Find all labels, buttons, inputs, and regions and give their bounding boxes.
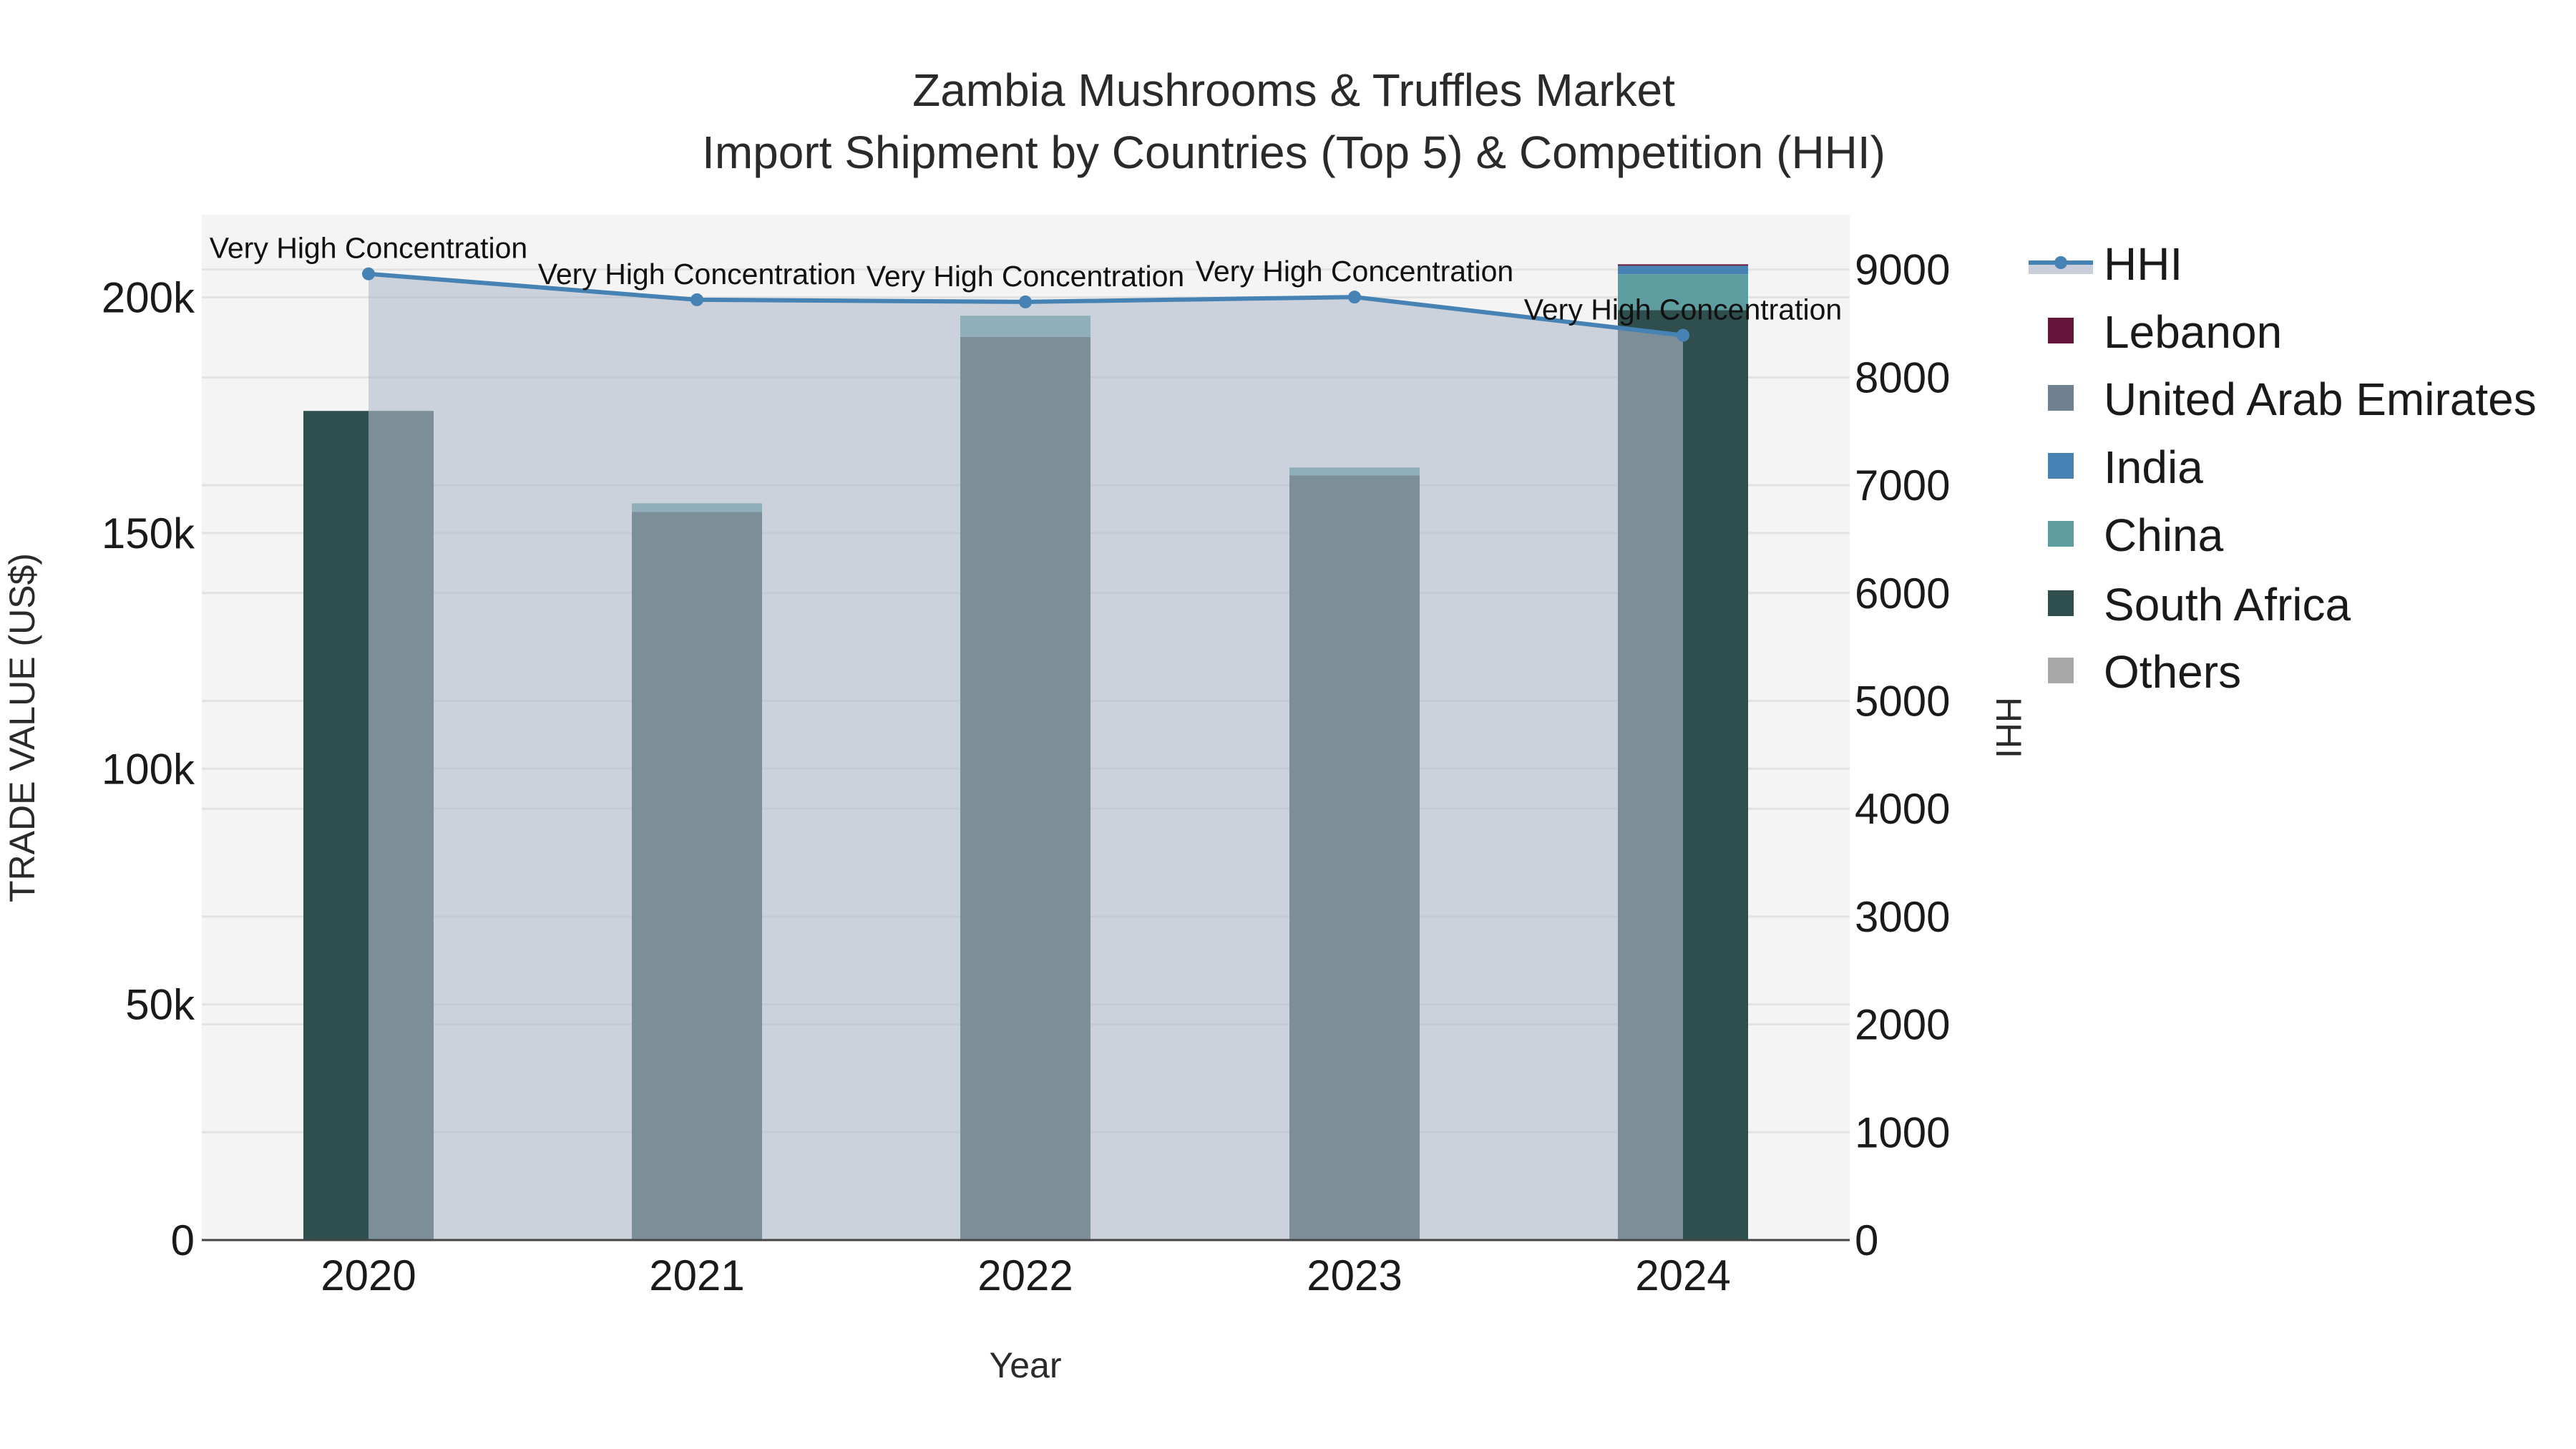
- y-right-axis-ticks: 0 1000 2000 3000 4000 5000 6000 7000 8000 9000: [1855, 246, 1950, 1264]
- legend-swatch-icon: [2048, 590, 2074, 616]
- x-tick-label: 2023: [1307, 1252, 1402, 1299]
- bar-segment-india[interactable]: [1618, 265, 1748, 275]
- y-left-tick-label: 50k: [125, 981, 195, 1029]
- legend-swatch-icon: [2048, 453, 2074, 479]
- hhi-legend-marker-icon: [2054, 256, 2067, 269]
- chart-title-line1: Zambia Mushrooms & Truffles Market: [912, 64, 1675, 116]
- y-right-tick-label: 5000: [1855, 678, 1950, 726]
- legend-label: Others: [2104, 646, 2241, 698]
- legend-label: South Africa: [2104, 579, 2351, 630]
- hhi-series: [362, 267, 1689, 1240]
- legend-item-hhi[interactable]: HHI: [2029, 238, 2182, 290]
- y-right-tick-label: 9000: [1855, 246, 1950, 294]
- legend-swatch-icon: [2048, 318, 2074, 343]
- legend-item-india[interactable]: India: [2048, 441, 2203, 493]
- y-right-tick-label: 7000: [1855, 462, 1950, 509]
- chart-title-line2: Import Shipment by Countries (Top 5) & C…: [702, 127, 1885, 178]
- y-right-tick-label: 2000: [1855, 1001, 1950, 1049]
- y-right-tick-label: 8000: [1855, 353, 1950, 401]
- hhi-annotation: Very High Concentration: [867, 260, 1184, 293]
- y-left-tick-label: 0: [171, 1216, 195, 1264]
- legend-label: HHI: [2104, 238, 2182, 290]
- legend-item-china[interactable]: China: [2048, 509, 2224, 561]
- x-tick-label: 2021: [649, 1252, 744, 1299]
- hhi-point[interactable]: [691, 293, 703, 306]
- hhi-point[interactable]: [1677, 328, 1689, 342]
- y-left-tick-label: 200k: [102, 274, 195, 322]
- hhi-area: [369, 273, 1683, 1240]
- y-right-tick-label: 3000: [1855, 893, 1950, 941]
- x-tick-label: 2022: [977, 1252, 1073, 1299]
- legend: HHI Lebanon United Arab Emirates India China…: [2029, 238, 2537, 698]
- legend-item-south-africa[interactable]: South Africa: [2048, 579, 2351, 630]
- hhi-annotation: Very High Concentration: [210, 232, 527, 265]
- x-axis-title: Year: [989, 1345, 1061, 1385]
- hhi-point[interactable]: [1348, 291, 1361, 304]
- y-right-tick-label: 6000: [1855, 570, 1950, 618]
- legend-label: Lebanon: [2104, 306, 2282, 358]
- y-left-axis-ticks: 0 50k 100k 150k 200k: [102, 274, 195, 1265]
- y-right-axis-title: HHI: [1989, 697, 2029, 758]
- legend-label: United Arab Emirates: [2104, 374, 2537, 425]
- x-tick-label: 2024: [1635, 1252, 1730, 1299]
- legend-label: China: [2104, 509, 2224, 561]
- x-axis-ticks: 2020 2021 2022 2023 2024: [321, 1252, 1730, 1299]
- hhi-point[interactable]: [1019, 295, 1032, 308]
- legend-swatch-icon: [2048, 521, 2074, 547]
- y-left-axis-title: TRADE VALUE (US$): [2, 553, 42, 902]
- y-right-tick-label: 1000: [1855, 1108, 1950, 1156]
- hhi-annotation: Very High Concentration: [538, 258, 856, 291]
- legend-swatch-icon: [2048, 658, 2074, 683]
- legend-item-others[interactable]: Others: [2048, 646, 2241, 698]
- legend-label: India: [2104, 441, 2203, 493]
- legend-swatch-icon: [2048, 385, 2074, 411]
- legend-item-united-arab-emirates[interactable]: United Arab Emirates: [2048, 374, 2537, 425]
- bar-segment-lebanon[interactable]: [1618, 264, 1748, 266]
- hhi-annotations: Very High Concentration Very High Concent…: [210, 232, 1842, 326]
- bar-segment-china[interactable]: [1618, 274, 1748, 311]
- hhi-annotation: Very High Concentration: [1196, 255, 1513, 288]
- hhi-point[interactable]: [362, 267, 375, 280]
- y-right-tick-label: 0: [1855, 1216, 1878, 1264]
- y-left-tick-label: 150k: [102, 509, 195, 557]
- y-left-tick-label: 100k: [102, 745, 195, 793]
- legend-item-lebanon[interactable]: Lebanon: [2048, 306, 2282, 358]
- y-right-tick-label: 4000: [1855, 785, 1950, 833]
- x-tick-label: 2020: [321, 1252, 416, 1299]
- hhi-annotation: Very High Concentration: [1524, 293, 1842, 326]
